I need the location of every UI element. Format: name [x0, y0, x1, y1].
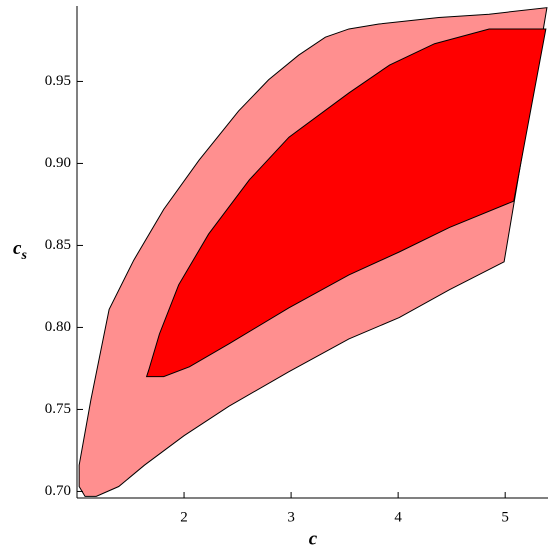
x-axis-label: c	[309, 528, 318, 549]
x-tick-label: 3	[287, 509, 295, 525]
region	[145, 28, 547, 378]
y-tick-label: 0.90	[45, 155, 71, 171]
x-tick-label: 5	[501, 509, 509, 525]
y-tick-label: 0.75	[45, 401, 71, 417]
y-tick-label: 0.85	[45, 237, 71, 253]
y-axis-label-main: c	[13, 238, 22, 259]
y-tick-label: 0.80	[45, 319, 71, 335]
y-axis-label-subscript: s	[20, 248, 27, 263]
x-tick-label: 2	[180, 509, 188, 525]
y-tick-label: 0.70	[45, 483, 71, 499]
y-axis-label: cs	[13, 238, 27, 263]
x-tick-label: 4	[394, 509, 402, 525]
y-tick-label: 0.95	[45, 73, 71, 89]
